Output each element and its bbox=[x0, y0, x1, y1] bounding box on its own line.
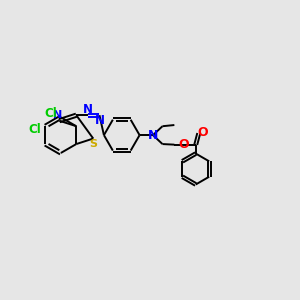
Text: N: N bbox=[148, 129, 158, 142]
Text: N: N bbox=[83, 103, 93, 116]
Text: Cl: Cl bbox=[28, 123, 41, 136]
Text: N: N bbox=[53, 110, 62, 120]
Text: N: N bbox=[94, 114, 104, 127]
Text: S: S bbox=[89, 139, 97, 149]
Text: O: O bbox=[178, 138, 189, 151]
Text: Cl: Cl bbox=[44, 107, 57, 120]
Text: O: O bbox=[197, 126, 208, 139]
